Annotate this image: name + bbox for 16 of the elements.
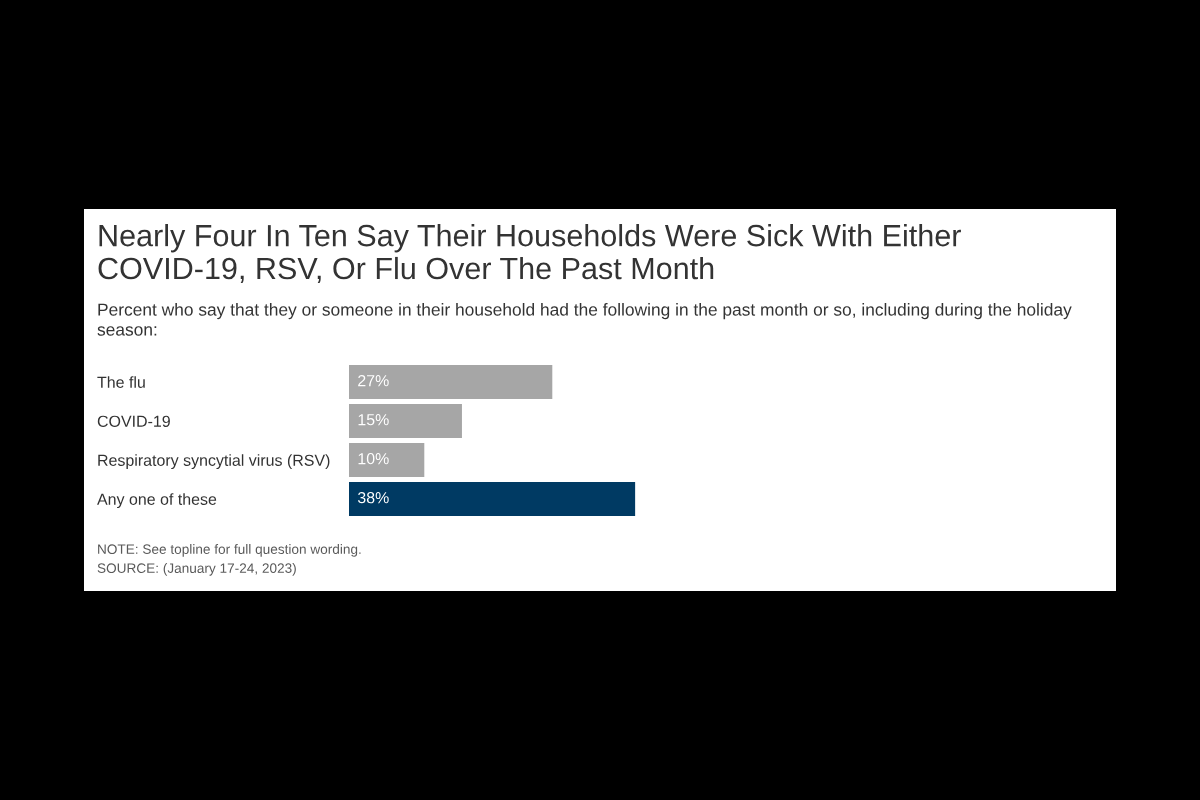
data-label: 10%: [358, 452, 389, 465]
chart-subtitle: Percent who say that they or someone in their household had the following in the past month or so, including during the holiday season:: [97, 303, 1072, 336]
y-tick-label: Respiratory syncytial virus (RSV): [98, 454, 330, 470]
y-tick-label: COVID-19: [97, 415, 170, 427]
y-tick-label: Any one of these: [97, 493, 217, 509]
bar: [349, 365, 553, 399]
data-label: 38%: [357, 491, 389, 504]
bar: [349, 404, 462, 438]
bar: [349, 443, 425, 477]
chart-title: Nearly Four In Ten Say Their Households Were Sick With Either COVID-19, RSV, Or Flu Over The Past Month: [98, 224, 961, 283]
source-note: SOURCE: (January 17-24, 2023): [97, 563, 296, 576]
text: NOTE: See topline for full question wording.: [98, 544, 361, 557]
data-label: 27%: [358, 374, 389, 387]
bar: [349, 482, 636, 516]
data-label: 15%: [358, 414, 389, 426]
y-tick-label: The flu: [97, 376, 145, 388]
